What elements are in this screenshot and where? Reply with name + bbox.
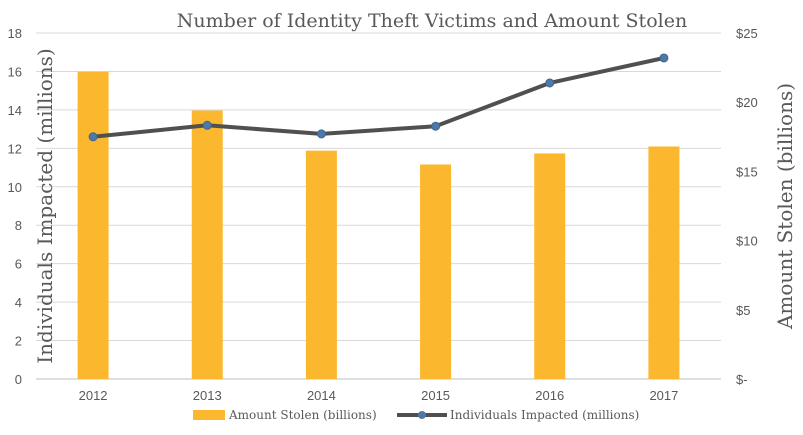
- chart-title: Number of Identity Theft Victims and Amo…: [177, 10, 687, 32]
- line-point-2012: [88, 132, 98, 142]
- tick-labels: 0 2 4 6 8 10 12 14 16 18 $- $5 $10 $15 $20 $25 2012 2013 2…: [8, 26, 758, 403]
- x-tick-label: 2012: [79, 388, 108, 403]
- bar-series: [77, 71, 680, 379]
- bar-2015: [420, 164, 452, 379]
- left-tick-label: 4: [15, 295, 22, 310]
- line-path: [92, 56, 665, 139]
- left-tick-label: 10: [8, 180, 22, 195]
- left-tick-label: 8: [15, 218, 22, 233]
- left-axis-title: Individuals Impacted (millions): [33, 48, 57, 363]
- left-tick-label: 12: [8, 141, 22, 156]
- right-tick-label: $25: [736, 26, 758, 41]
- legend-line-label: Individuals Impacted (millions): [450, 408, 639, 422]
- right-axis-title: Amount Stolen (billions): [773, 83, 797, 330]
- gridlines: [36, 32, 721, 380]
- x-tick-label: 2014: [307, 388, 336, 403]
- legend: Amount Stolen (billions) Individuals Imp…: [193, 408, 639, 422]
- legend-bar-label: Amount Stolen (billions): [228, 408, 377, 422]
- bar-2014: [305, 150, 337, 379]
- x-tick-label: 2013: [193, 388, 222, 403]
- line-point-2017: [659, 53, 669, 63]
- line-point-2013: [202, 120, 212, 130]
- bar-2012: [77, 71, 109, 379]
- left-tick-label: 16: [8, 64, 22, 79]
- legend-bar-swatch: [193, 410, 225, 420]
- right-tick-label: $-: [736, 372, 748, 387]
- line-point-2016: [545, 78, 555, 88]
- x-tick-label: 2015: [421, 388, 450, 403]
- bar-2017: [648, 146, 680, 379]
- left-tick-label: 2: [15, 334, 22, 349]
- bar-2013: [191, 110, 223, 379]
- line-point-2014: [316, 129, 326, 139]
- right-tick-label: $15: [736, 164, 758, 179]
- legend-line-marker: [418, 411, 426, 419]
- left-tick-label: 6: [15, 257, 22, 272]
- line-series: [88, 53, 669, 142]
- x-tick-label: 2016: [535, 388, 564, 403]
- right-tick-label: $5: [736, 303, 750, 318]
- right-tick-label: $10: [736, 234, 758, 249]
- line-point-2015: [431, 121, 441, 131]
- x-tick-label: 2017: [649, 388, 678, 403]
- left-tick-label: 18: [8, 26, 22, 41]
- left-tick-label: 14: [8, 103, 22, 118]
- right-tick-label: $20: [736, 95, 758, 110]
- bar-2016: [534, 153, 566, 379]
- left-tick-label: 0: [15, 372, 22, 387]
